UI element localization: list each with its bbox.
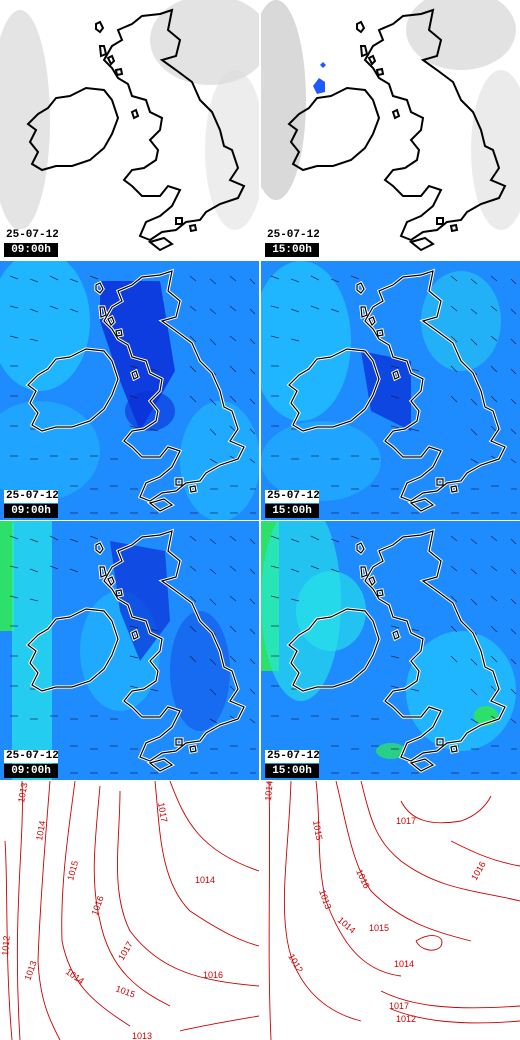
date-label: 25-07-12 — [4, 229, 58, 242]
wind-map-high-0900: 25-07-12 09:00h — [0, 521, 259, 780]
date-label: 25-07-12 — [4, 750, 58, 763]
isobar-label: 1015 — [311, 820, 324, 841]
isobar-label: 1012 — [396, 1014, 416, 1024]
pressure-map-0900: 1013 1014 1015 1016 1017 1012 1013 1014 … — [0, 781, 259, 1040]
date-label: 25-07-12 — [265, 750, 319, 763]
isobar-label: 1012 — [0, 935, 12, 956]
isobar-label: 1013 — [132, 1031, 152, 1040]
isobar-label: 1017 — [156, 802, 169, 823]
date-label: 25-07-12 — [4, 490, 58, 503]
wind-map-low-1500: 25-07-12 15:00h — [261, 261, 520, 520]
pressure-map-1500: 1014 1015 1017 1016 1013 1014 1015 1016 … — [261, 781, 520, 1040]
isobar-label: 1015 — [369, 923, 389, 933]
time-label: 15:00h — [265, 764, 319, 778]
cloud-map-0900: 25-07-12 09:00h — [0, 0, 259, 259]
cloud-map-svg — [0, 0, 259, 259]
isobar-label: 1014 — [394, 959, 414, 969]
isobar-label: 1014 — [195, 875, 215, 885]
isobar-label: 1016 — [203, 970, 223, 980]
time-label: 09:00h — [4, 504, 58, 518]
cloud-map-1500: 25-07-12 15:00h — [261, 0, 520, 259]
date-label: 25-07-12 — [265, 229, 319, 242]
wind-map-svg — [261, 521, 520, 780]
cloud-map-svg — [261, 0, 520, 259]
time-label: 15:00h — [265, 243, 319, 257]
precip-area — [313, 78, 325, 94]
wind-map-svg — [261, 261, 520, 520]
isobar-label: 1014 — [34, 820, 47, 841]
time-label: 09:00h — [4, 243, 58, 257]
wind-map-low-0900: 25-07-12 09:00h — [0, 261, 259, 520]
date-label: 25-07-12 — [265, 490, 319, 503]
wind-map-svg — [0, 521, 259, 780]
isobar-label: 1013 — [16, 782, 29, 803]
isobar-svg: 1014 1015 1017 1016 1013 1014 1015 1016 … — [261, 781, 520, 1040]
time-label: 09:00h — [4, 764, 58, 778]
time-label: 15:00h — [265, 504, 319, 518]
wind-map-svg — [0, 261, 259, 520]
isobar-label: 1017 — [389, 1001, 409, 1011]
isobar-label: 1014 — [263, 781, 275, 801]
isobar-label: 1017 — [396, 816, 416, 826]
isobar-svg: 1013 1014 1015 1016 1017 1012 1013 1014 … — [0, 781, 259, 1040]
wind-map-high-1500: 25-07-12 15:00h — [261, 521, 520, 780]
